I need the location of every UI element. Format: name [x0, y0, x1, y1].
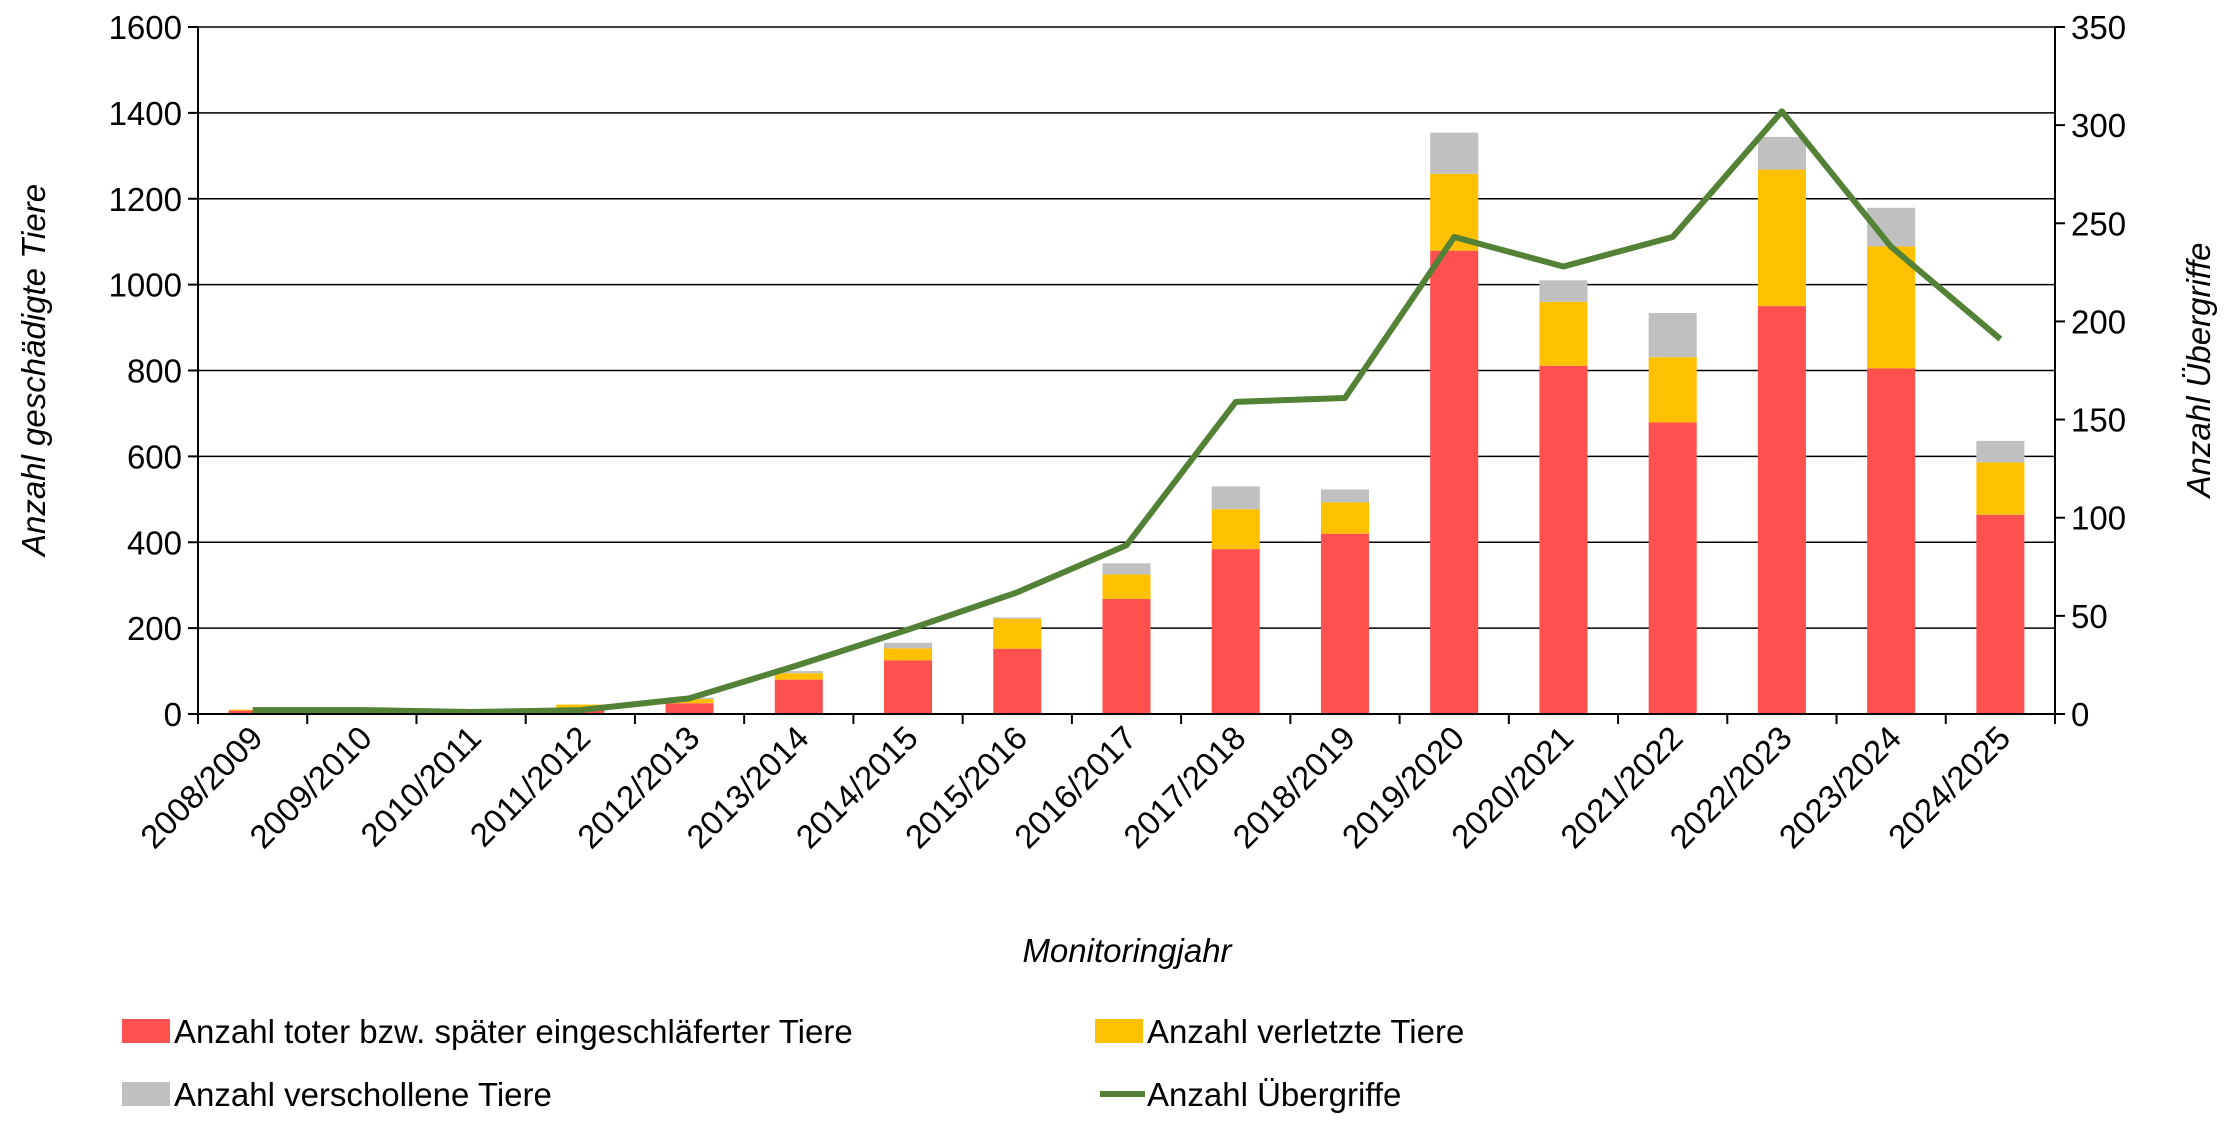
bar-segment — [1320, 502, 1370, 534]
x-axis-label: Monitoringjahr — [1022, 932, 1233, 969]
bar-segment — [774, 679, 823, 714]
y-tick-label: 1600 — [109, 9, 182, 46]
line-series — [252, 108, 2003, 716]
bar-segment — [1102, 598, 1151, 714]
bar-segment — [1976, 514, 2025, 714]
bar-segment — [993, 618, 1042, 649]
y2-tick-label: 150 — [2071, 402, 2126, 439]
bar-segment — [1757, 136, 1806, 170]
legend-label: Anzahl verschollene Tiere — [174, 1076, 552, 1113]
bar-segment — [1539, 301, 1588, 366]
y-tick-label: 600 — [127, 438, 182, 475]
y2-tick-label: 250 — [2071, 205, 2126, 242]
bar-segment — [556, 704, 605, 709]
bar-segment — [665, 703, 714, 714]
y2-tick-label: 0 — [2071, 696, 2089, 733]
y-axis-label: Anzahl geschädigte Tiere — [15, 184, 52, 558]
bar-segment — [1102, 574, 1151, 599]
bar-segment — [1648, 357, 1697, 423]
legend-label: Anzahl Übergriffe — [1147, 1076, 1401, 1113]
bar-segment — [1211, 549, 1260, 714]
y-tick-label: 800 — [127, 353, 182, 390]
y2-axis-label: Anzahl Übergriffe — [2180, 243, 2217, 500]
bar-segment — [1430, 250, 1479, 714]
legend-swatch — [1095, 1019, 1143, 1043]
bar-segment — [1320, 489, 1370, 503]
bar-segment — [1211, 486, 1260, 510]
bar-segment — [883, 648, 933, 661]
y-tick-label: 0 — [164, 696, 182, 733]
bar-segment — [774, 673, 823, 680]
bar-segment — [1867, 246, 1916, 369]
y2-tick-label: 100 — [2071, 500, 2126, 537]
bar-segment — [993, 648, 1042, 714]
bar-segment — [883, 660, 933, 714]
bar-segment — [883, 642, 933, 649]
bar-segment — [774, 671, 823, 674]
bar-segment — [1976, 440, 2025, 463]
y-tick-label: 200 — [127, 610, 182, 647]
legend-label: Anzahl toter bzw. später eingeschläferte… — [174, 1013, 853, 1050]
bar-segment — [993, 617, 1042, 619]
y-tick-label: 400 — [127, 524, 182, 561]
bar-segment — [1102, 563, 1151, 575]
bar-segment — [1757, 306, 1806, 714]
y2-tick-label: 300 — [2071, 107, 2126, 144]
legend-swatch — [122, 1019, 170, 1043]
bar-segment — [1211, 509, 1260, 550]
bar-segment — [1320, 533, 1370, 714]
y2-tick-label: 350 — [2071, 9, 2126, 46]
legend-swatch — [122, 1082, 170, 1106]
bar-segment — [1976, 462, 2025, 515]
y2-tick-label: 50 — [2071, 598, 2108, 635]
bar-segment — [1867, 368, 1916, 714]
y-tick-label: 1400 — [109, 95, 182, 132]
bar-segment — [1539, 280, 1588, 302]
bar-segment — [1539, 365, 1588, 714]
y2-tick-label: 200 — [2071, 303, 2126, 340]
bar-segment — [1757, 169, 1806, 307]
bar-segment — [1648, 312, 1697, 358]
legend-label: Anzahl verletzte Tiere — [1147, 1013, 1464, 1050]
y-tick-label: 1000 — [109, 267, 182, 304]
bar-segment — [1430, 132, 1479, 174]
bar-segment — [1648, 422, 1697, 714]
y-tick-label: 1200 — [109, 181, 182, 218]
